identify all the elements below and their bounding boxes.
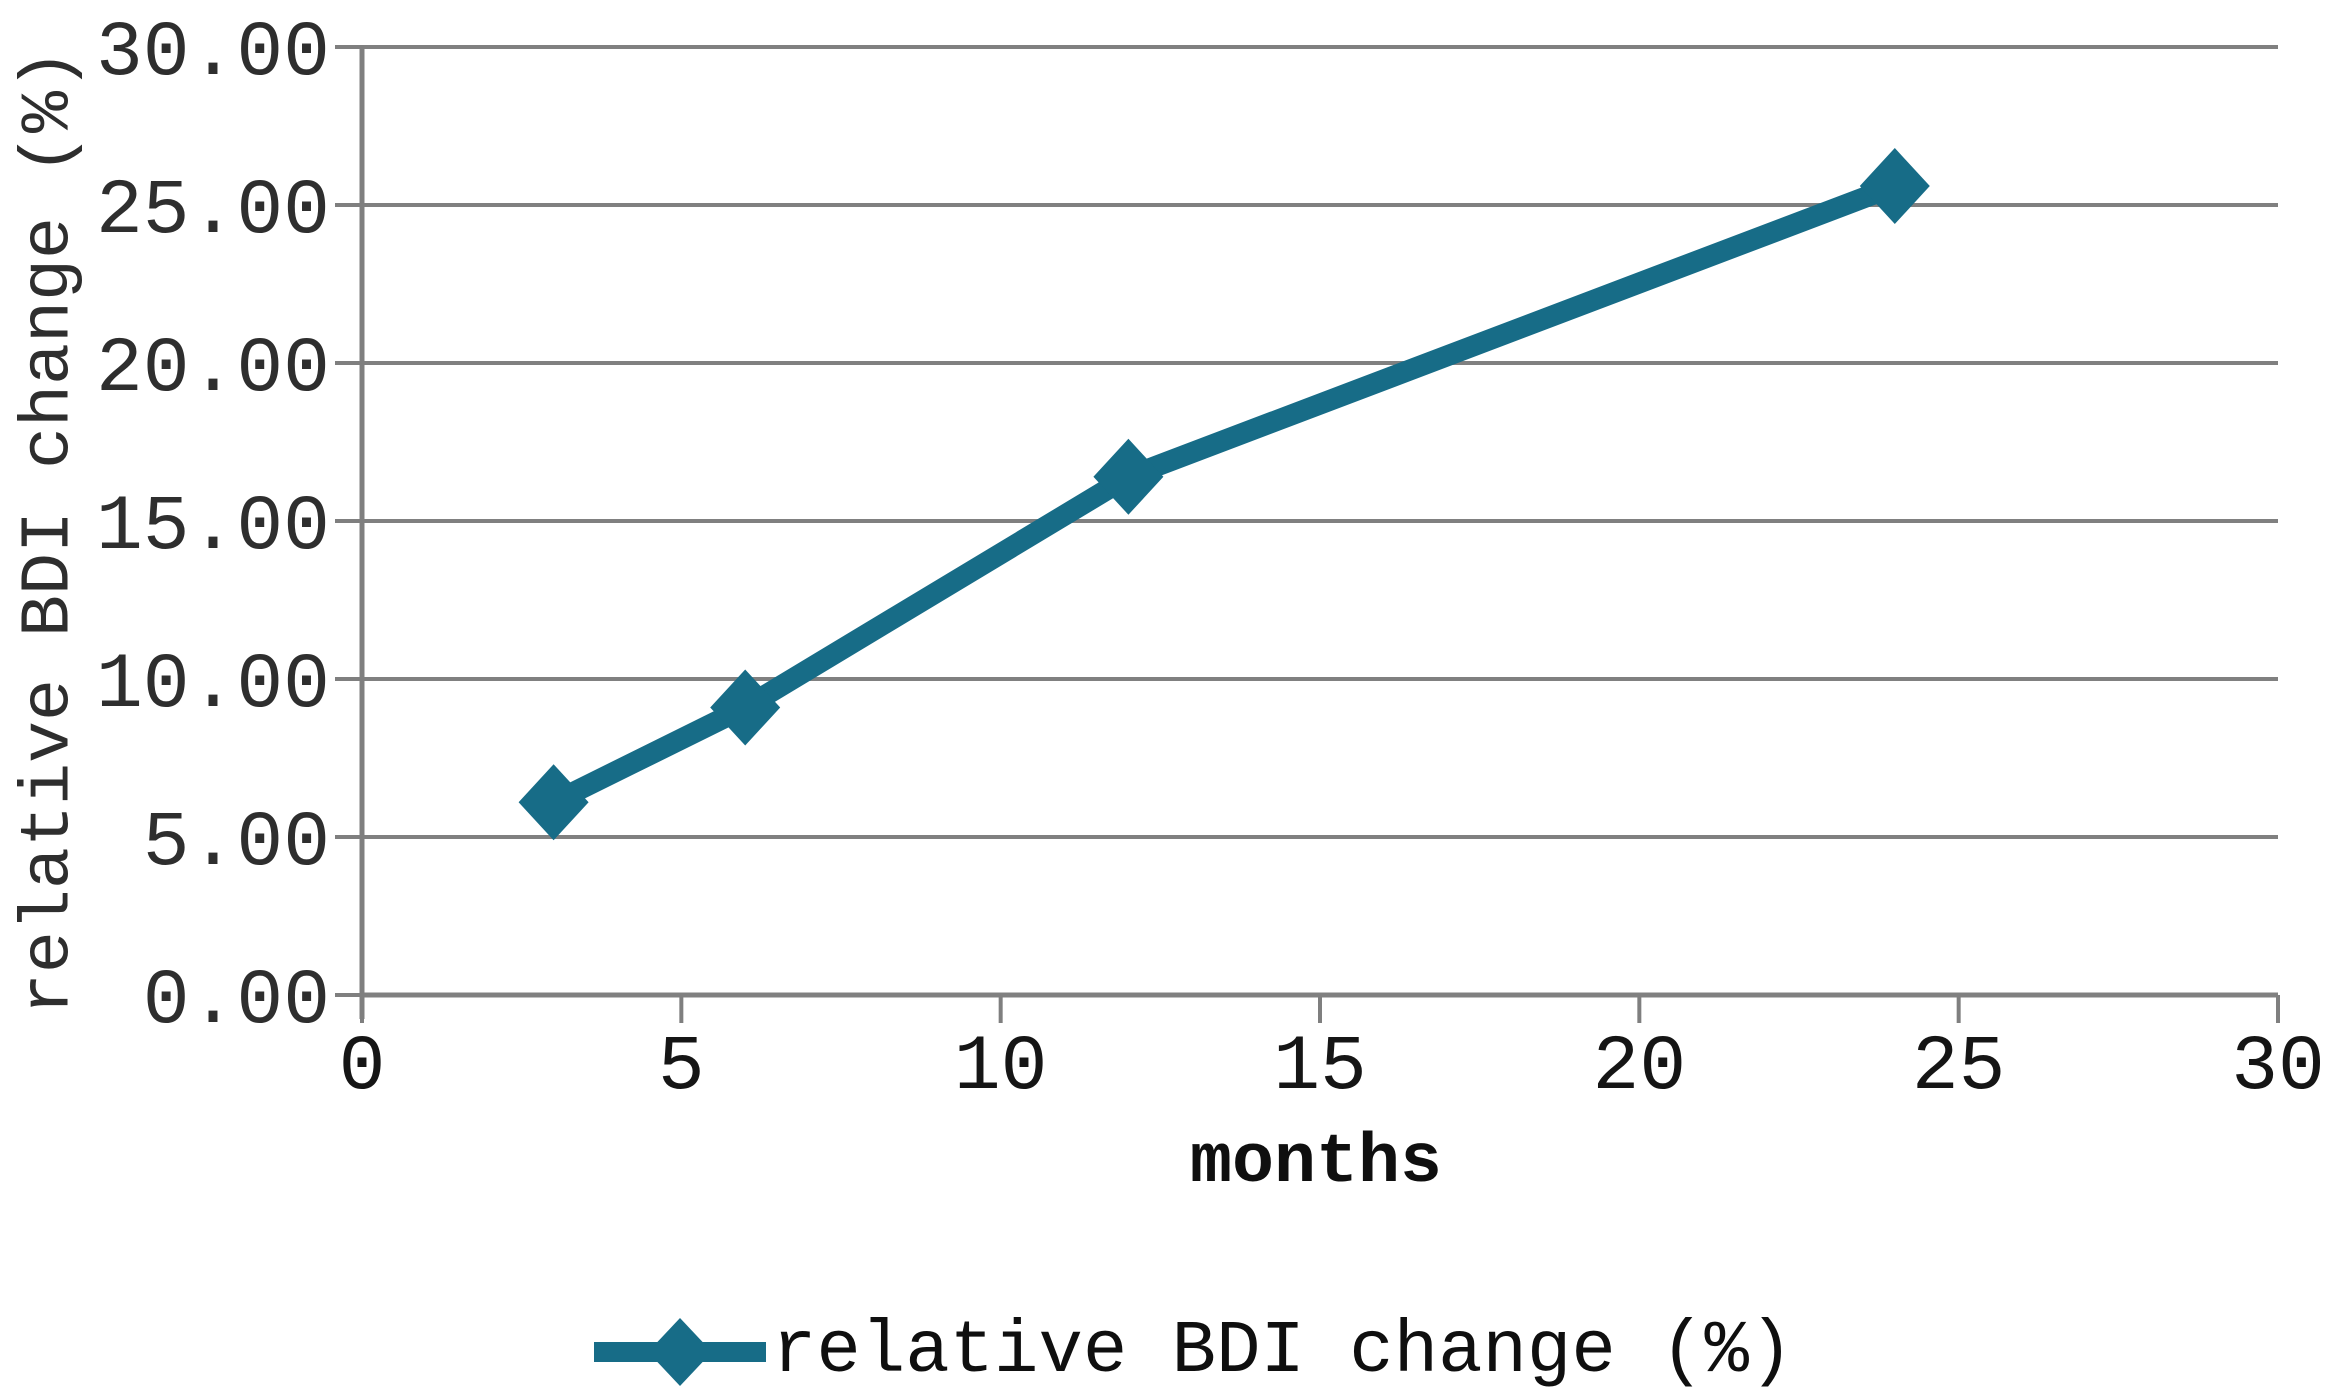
data-point-marker bbox=[1093, 438, 1164, 515]
x-tick-label: 10 bbox=[954, 1024, 1048, 1112]
y-tick-label: 5.00 bbox=[143, 800, 330, 888]
x-tick-label: 30 bbox=[2231, 1024, 2325, 1112]
x-tick-label: 25 bbox=[1912, 1024, 2006, 1112]
y-axis-title: relative BDI change (%) bbox=[10, 48, 90, 1016]
data-point-marker bbox=[1859, 148, 1930, 225]
x-tick-label: 15 bbox=[1273, 1024, 1367, 1112]
y-tick-label: 20.00 bbox=[96, 326, 330, 414]
y-tick-label: 30.00 bbox=[96, 10, 330, 98]
x-tick-label: 5 bbox=[658, 1024, 705, 1112]
legend: relative BDI change (%) bbox=[592, 1306, 1793, 1398]
x-tick-label: 20 bbox=[1593, 1024, 1687, 1112]
y-tick-label: 10.00 bbox=[96, 642, 330, 730]
y-tick-label: 15.00 bbox=[96, 484, 330, 572]
y-tick-label: 0.00 bbox=[143, 958, 330, 1046]
y-tick-label: 25.00 bbox=[96, 168, 330, 256]
x-tick-label: 0 bbox=[339, 1024, 386, 1112]
data-point-marker bbox=[710, 669, 781, 746]
data-point-marker bbox=[518, 764, 589, 841]
x-axis-title: months bbox=[1189, 1124, 1443, 1203]
legend-line-marker-icon bbox=[594, 1318, 766, 1386]
data-line bbox=[543, 175, 1906, 813]
legend-label: relative BDI change (%) bbox=[772, 1310, 1794, 1394]
